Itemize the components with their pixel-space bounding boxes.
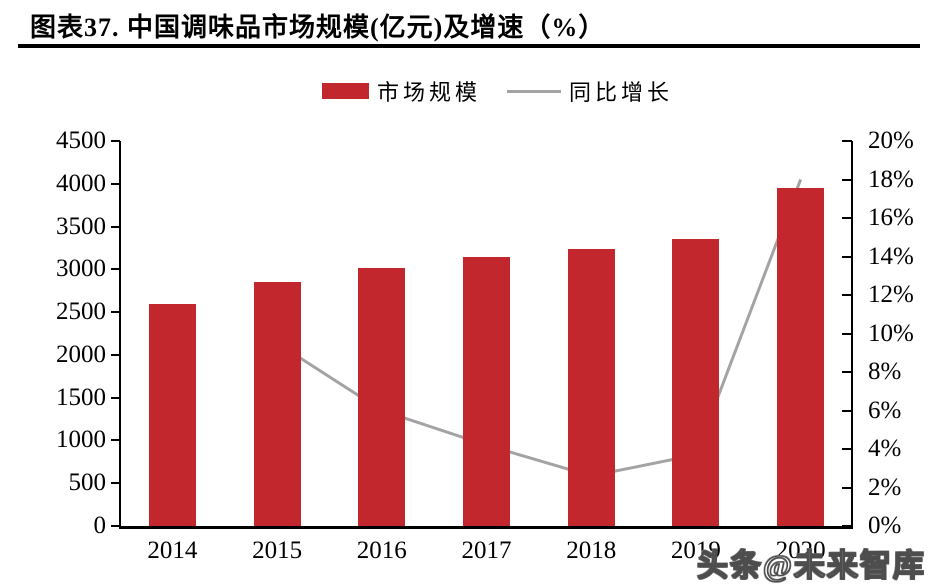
bar-2020	[777, 188, 825, 526]
right-axis-tick	[842, 255, 852, 258]
left-axis-label: 1000	[56, 426, 106, 454]
right-axis-tick	[842, 409, 852, 412]
right-axis-tick	[842, 217, 852, 219]
x-axis-label: 2014	[147, 537, 198, 564]
right-axis-label: 10%	[868, 319, 914, 347]
title-underline	[18, 44, 920, 48]
left-axis-label: 3000	[56, 255, 106, 283]
left-axis-tick	[111, 396, 120, 399]
plot-area	[119, 141, 853, 529]
right-axis-tick	[842, 140, 852, 142]
left-axis-tick	[111, 140, 120, 142]
right-axis-label: 8%	[868, 358, 902, 385]
legend: 市场规模 同比增长	[322, 75, 673, 107]
right-axis-tick	[842, 294, 852, 296]
left-axis-label: 2000	[56, 340, 106, 368]
x-axis-label: 2016	[356, 537, 407, 564]
left-axis-tick	[111, 439, 120, 442]
legend-label-yoy-growth: 同比增长	[569, 80, 674, 105]
x-axis-label: 2019	[670, 537, 721, 564]
x-axis-label: 2015	[252, 537, 303, 564]
legend-line-sample	[507, 89, 562, 93]
left-axis-label: 4500	[56, 127, 106, 154]
left-axis-tick	[111, 525, 120, 527]
left-axis-label: 1500	[56, 383, 106, 411]
left-axis-label: 2500	[56, 298, 106, 326]
left-axis-tick	[111, 311, 120, 314]
right-axis-label: 6%	[868, 396, 902, 424]
bar-2018	[567, 248, 615, 526]
bar-2017	[463, 256, 510, 526]
left-axis-label: 0	[93, 512, 107, 539]
left-axis-tick	[111, 482, 120, 485]
right-axis-label: 18%	[868, 165, 914, 193]
right-axis-tick	[842, 486, 852, 489]
right-axis-label: 12%	[868, 281, 914, 308]
right-axis-label: 0%	[868, 512, 902, 539]
right-axis-tick	[842, 178, 852, 181]
right-axis-label: 14%	[868, 242, 914, 270]
left-axis-label: 500	[68, 469, 107, 497]
watermark: 头条@未来智库	[696, 547, 926, 583]
right-axis-label: 4%	[868, 435, 902, 462]
x-axis-label: 2020	[775, 537, 826, 564]
bar-2015	[253, 282, 301, 526]
page-title: 图表37. 中国调味品市场规模(亿元)及增速（%）	[30, 13, 606, 42]
right-axis-label: 16%	[868, 204, 914, 231]
legend-bar-swatch	[322, 83, 369, 99]
left-axis-label: 4000	[56, 169, 106, 197]
right-axis-tick	[842, 332, 852, 335]
left-axis-tick	[111, 353, 120, 356]
right-axis-tick	[842, 371, 852, 373]
bar-2019	[672, 239, 720, 526]
left-axis-tick	[111, 268, 120, 271]
right-axis-label: 2%	[868, 473, 902, 501]
bar-2014	[148, 303, 196, 526]
legend-item-market-size: 市场规模	[322, 75, 481, 107]
right-axis-tick	[842, 448, 852, 450]
x-axis-label: 2017	[461, 537, 512, 564]
left-axis-label: 3500	[56, 212, 106, 240]
legend-item-yoy-growth: 同比增长	[507, 75, 673, 107]
left-axis-tick	[111, 225, 120, 228]
right-axis-tick	[842, 525, 852, 527]
bar-2016	[358, 267, 406, 526]
right-axis-label: 20%	[868, 127, 914, 154]
legend-label-market-size: 市场规模	[377, 80, 482, 105]
x-axis-label: 2018	[566, 537, 617, 564]
left-axis-tick	[111, 182, 120, 185]
